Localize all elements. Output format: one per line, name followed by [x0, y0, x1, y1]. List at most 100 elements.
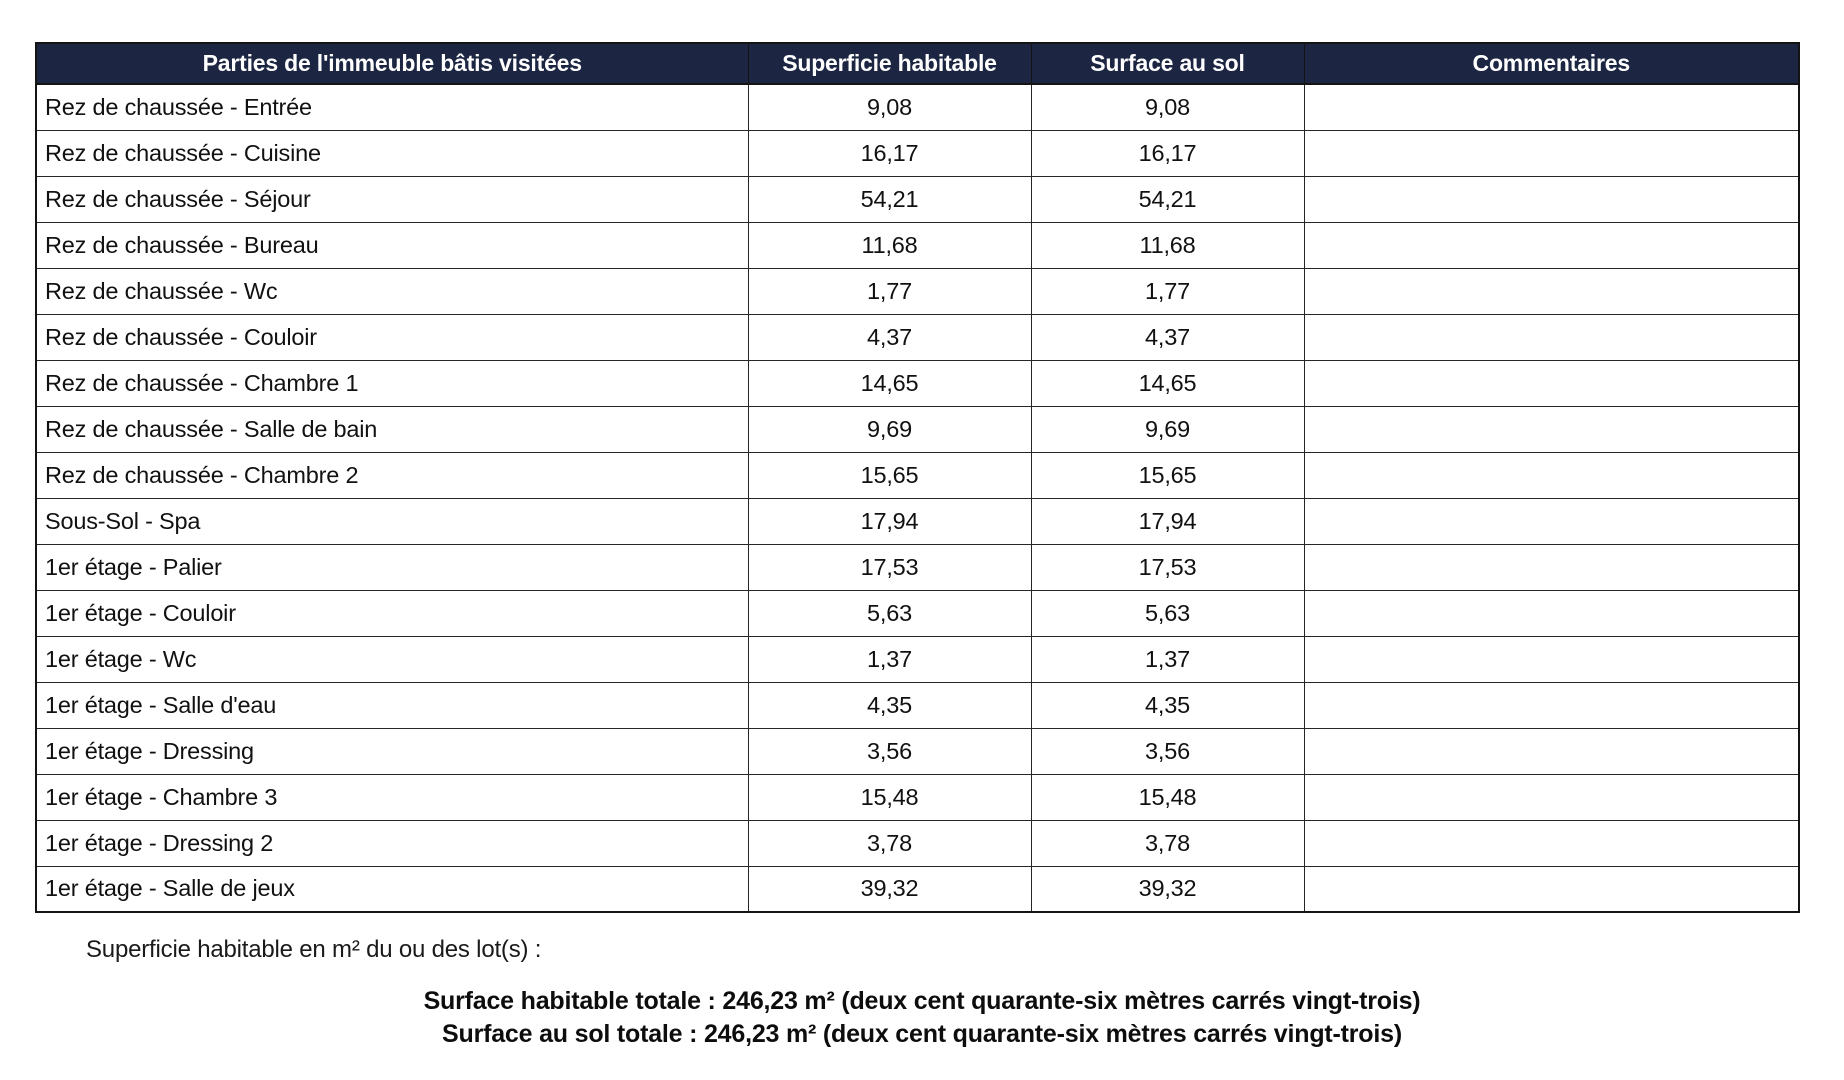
comment-cell: [1303, 727, 1800, 775]
surface-table: Parties de l'immeuble bâtis visitées Sup…: [35, 42, 1800, 913]
surface-sol-value: 17,53: [1030, 543, 1305, 591]
total-habitable-line: Surface habitable totale : 246,23 m² (de…: [423, 987, 1421, 1015]
surface-sol-value: 3,56: [1030, 727, 1305, 775]
surface-sol-value: 1,37: [1030, 635, 1305, 683]
surface-sol-value: 15,48: [1030, 773, 1305, 821]
superficie-value: 4,35: [747, 681, 1032, 729]
table-row: 1er étage - Palier 17,53 17,53: [35, 543, 1800, 591]
superficie-value: 11,68: [747, 221, 1032, 269]
table-row: Rez de chaussée - Couloir 4,37 4,37: [35, 313, 1800, 361]
totals-block: Surface habitable totale : 246,23 m² (de…: [0, 985, 1844, 1051]
superficie-value: 54,21: [747, 175, 1032, 223]
room-label: 1er étage - Dressing: [35, 727, 749, 775]
superficie-value: 15,65: [747, 451, 1032, 499]
superficie-value: 17,94: [747, 497, 1032, 545]
surface-sol-value: 11,68: [1030, 221, 1305, 269]
comment-cell: [1303, 865, 1800, 913]
table-row: Rez de chaussée - Chambre 2 15,65 15,65: [35, 451, 1800, 499]
table-row: Rez de chaussée - Bureau 11,68 11,68: [35, 221, 1800, 269]
surface-sol-value: 15,65: [1030, 451, 1305, 499]
superficie-value: 39,32: [747, 865, 1032, 913]
table-row: 1er étage - Dressing 2 3,78 3,78: [35, 819, 1800, 867]
superficie-value: 1,77: [747, 267, 1032, 315]
room-label: Rez de chaussée - Séjour: [35, 175, 749, 223]
comment-cell: [1303, 497, 1800, 545]
room-label: Rez de chaussée - Entrée: [35, 83, 749, 131]
surface-sol-value: 17,94: [1030, 497, 1305, 545]
superficie-value: 4,37: [747, 313, 1032, 361]
comment-cell: [1303, 175, 1800, 223]
comment-cell: [1303, 681, 1800, 729]
table-row: 1er étage - Salle de jeux 39,32 39,32: [35, 865, 1800, 913]
table-header: Parties de l'immeuble bâtis visitées Sup…: [35, 42, 1800, 85]
comment-cell: [1303, 267, 1800, 315]
table-row: Sous-Sol - Spa 17,94 17,94: [35, 497, 1800, 545]
surface-sol-value: 4,35: [1030, 681, 1305, 729]
superficie-value: 16,17: [747, 129, 1032, 177]
superficie-note: Superficie habitable en m² du ou des lot…: [86, 936, 542, 963]
table-row: 1er étage - Couloir 5,63 5,63: [35, 589, 1800, 637]
room-label: Rez de chaussée - Salle de bain: [35, 405, 749, 453]
comment-cell: [1303, 221, 1800, 269]
room-label: 1er étage - Salle d'eau: [35, 681, 749, 729]
room-label: 1er étage - Chambre 3: [35, 773, 749, 821]
superficie-value: 3,78: [747, 819, 1032, 867]
table-row: 1er étage - Salle d'eau 4,35 4,35: [35, 681, 1800, 729]
room-label: Sous-Sol - Spa: [35, 497, 749, 545]
column-header-parties: Parties de l'immeuble bâtis visitées: [35, 42, 749, 85]
room-label: Rez de chaussée - Wc: [35, 267, 749, 315]
total-sol-line: Surface au sol totale : 246,23 m² (deux …: [442, 1020, 1402, 1048]
comment-cell: [1303, 83, 1800, 131]
comment-cell: [1303, 589, 1800, 637]
room-label: Rez de chaussée - Bureau: [35, 221, 749, 269]
room-label: 1er étage - Dressing 2: [35, 819, 749, 867]
room-label: 1er étage - Salle de jeux: [35, 865, 749, 913]
table-row: 1er étage - Chambre 3 15,48 15,48: [35, 773, 1800, 821]
room-label: Rez de chaussée - Chambre 1: [35, 359, 749, 407]
superficie-value: 14,65: [747, 359, 1032, 407]
surface-sol-value: 39,32: [1030, 865, 1305, 913]
table-row: Rez de chaussée - Salle de bain 9,69 9,6…: [35, 405, 1800, 453]
superficie-value: 15,48: [747, 773, 1032, 821]
comment-cell: [1303, 405, 1800, 453]
surface-sol-value: 9,69: [1030, 405, 1305, 453]
room-label: 1er étage - Wc: [35, 635, 749, 683]
comment-cell: [1303, 773, 1800, 821]
superficie-value: 5,63: [747, 589, 1032, 637]
surface-sol-value: 54,21: [1030, 175, 1305, 223]
room-label: Rez de chaussée - Cuisine: [35, 129, 749, 177]
table-row: Rez de chaussée - Séjour 54,21 54,21: [35, 175, 1800, 223]
comment-cell: [1303, 819, 1800, 867]
surface-sol-value: 3,78: [1030, 819, 1305, 867]
surface-sol-value: 1,77: [1030, 267, 1305, 315]
column-header-superficie: Superficie habitable: [747, 42, 1032, 85]
superficie-value: 9,69: [747, 405, 1032, 453]
superficie-value: 9,08: [747, 83, 1032, 131]
comment-cell: [1303, 313, 1800, 361]
superficie-value: 3,56: [747, 727, 1032, 775]
comment-cell: [1303, 635, 1800, 683]
table-body: Rez de chaussée - Entrée 9,08 9,08 Rez d…: [35, 83, 1800, 913]
comment-cell: [1303, 451, 1800, 499]
table-row: 1er étage - Wc 1,37 1,37: [35, 635, 1800, 683]
column-header-commentaires: Commentaires: [1303, 42, 1800, 85]
table-header-row: Parties de l'immeuble bâtis visitées Sup…: [35, 42, 1800, 85]
surface-sol-value: 16,17: [1030, 129, 1305, 177]
surface-sol-value: 9,08: [1030, 83, 1305, 131]
comment-cell: [1303, 543, 1800, 591]
superficie-value: 17,53: [747, 543, 1032, 591]
table-row: 1er étage - Dressing 3,56 3,56: [35, 727, 1800, 775]
room-label: Rez de chaussée - Couloir: [35, 313, 749, 361]
table-row: Rez de chaussée - Wc 1,77 1,77: [35, 267, 1800, 315]
comment-cell: [1303, 129, 1800, 177]
superficie-value: 1,37: [747, 635, 1032, 683]
table-row: Rez de chaussée - Entrée 9,08 9,08: [35, 83, 1800, 131]
room-label: 1er étage - Palier: [35, 543, 749, 591]
comment-cell: [1303, 359, 1800, 407]
table-row: Rez de chaussée - Cuisine 16,17 16,17: [35, 129, 1800, 177]
surface-sol-value: 4,37: [1030, 313, 1305, 361]
room-label: 1er étage - Couloir: [35, 589, 749, 637]
column-header-surface-sol: Surface au sol: [1030, 42, 1305, 85]
surface-sol-value: 5,63: [1030, 589, 1305, 637]
